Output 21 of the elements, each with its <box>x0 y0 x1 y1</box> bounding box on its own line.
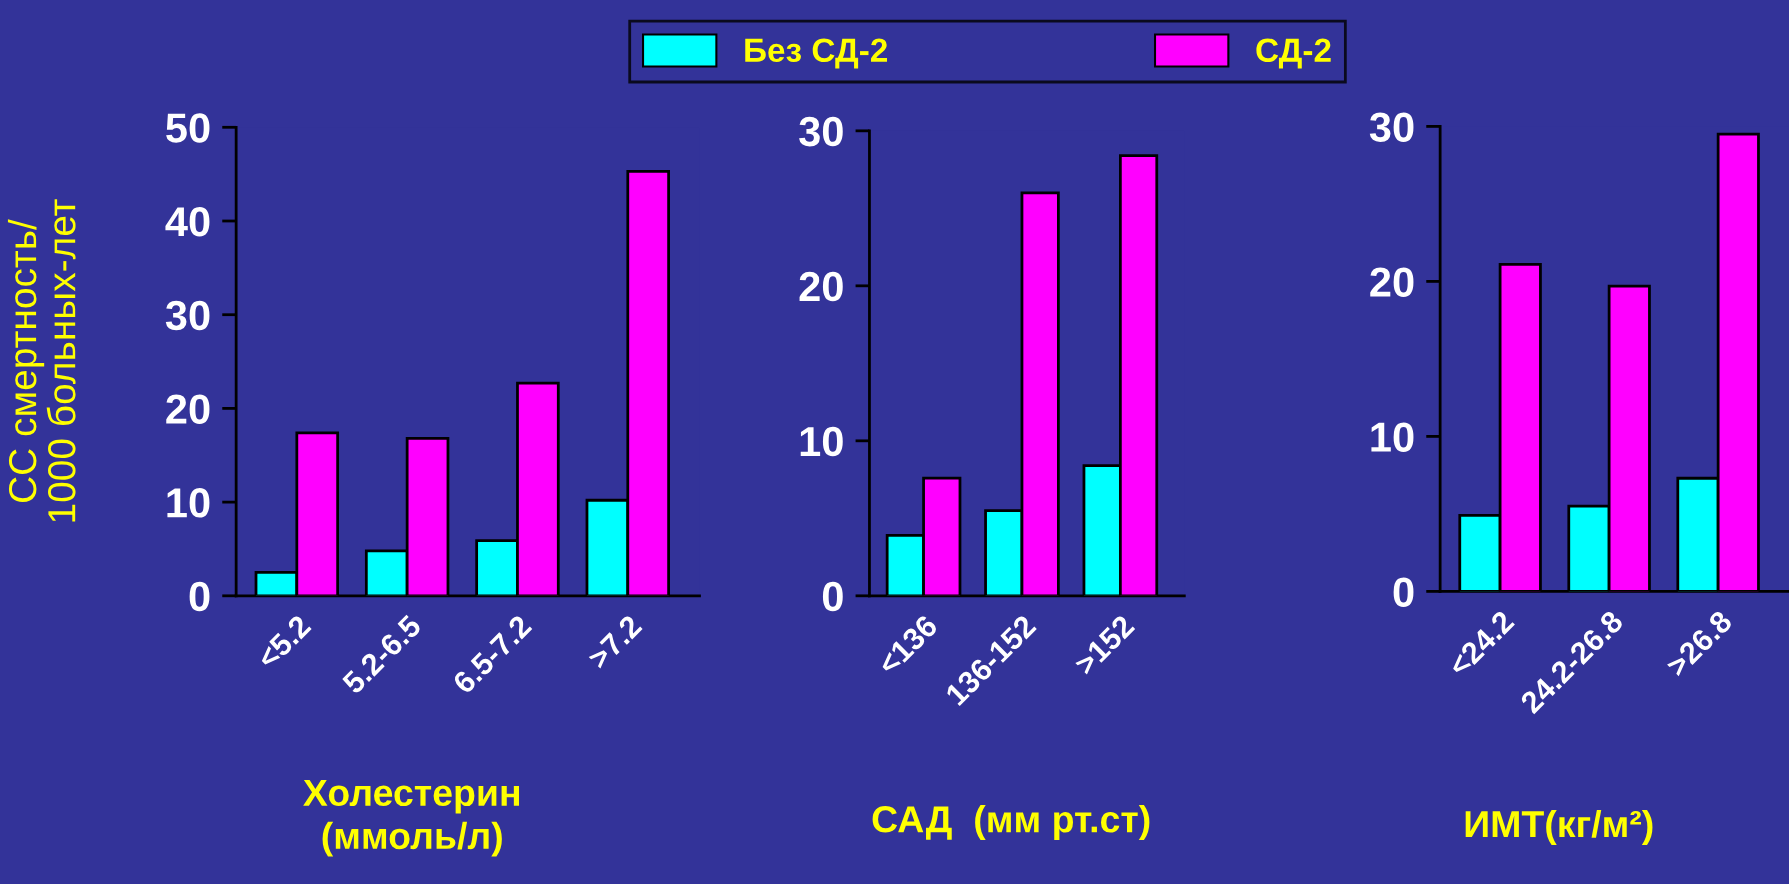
legend-label: СД-2 <box>1256 38 1331 69</box>
y-tick-label: 40 <box>165 207 210 237</box>
x-axis-title: САД (мм рт.ст) <box>872 805 1150 841</box>
y-tick-label: 30 <box>1369 112 1414 142</box>
x-axis-title: ИМТ(кг/м²) <box>1465 809 1653 845</box>
y-tick-label: 10 <box>1371 422 1414 452</box>
y-axis-title: СС смертность/ 1000 больных-лет <box>7 199 76 522</box>
y-tick-label: 0 <box>1393 577 1414 607</box>
y-tick-label: 0 <box>822 581 843 612</box>
y-tick-label: 20 <box>799 271 843 302</box>
y-tick-label: 30 <box>165 300 210 331</box>
legend-label: Без СД-2 <box>745 38 888 69</box>
y-tick-label: 20 <box>1370 267 1414 297</box>
y-tick-label: 10 <box>800 426 843 457</box>
x-tick-label: <5.2 <box>255 613 312 671</box>
y-tick-label: 50 <box>166 113 210 143</box>
y-tick-label: 30 <box>799 116 843 147</box>
y-tick-label: 20 <box>166 394 210 424</box>
y-tick-label: 10 <box>167 488 210 518</box>
x-axis-title: Холестерин (ммоль/л) <box>303 779 520 857</box>
y-tick-label: 0 <box>189 581 210 612</box>
